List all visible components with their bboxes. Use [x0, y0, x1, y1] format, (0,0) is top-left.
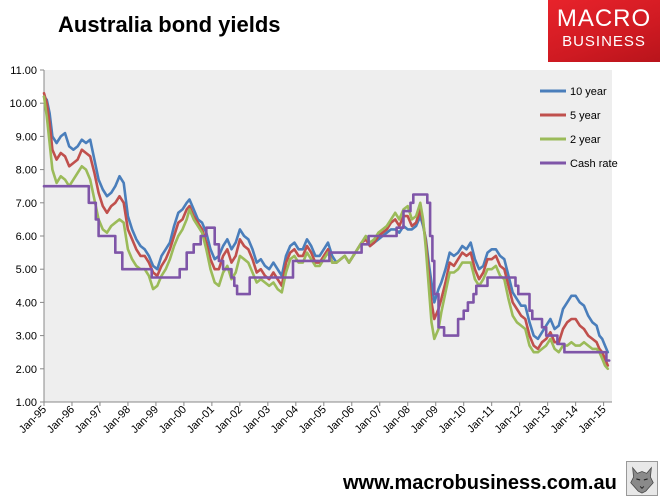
x-tick-label: Jan-07	[353, 404, 385, 436]
x-tick-label: Jan-98	[101, 404, 133, 436]
x-tick-label: Jan-06	[325, 404, 357, 436]
x-tick-label: Jan-11	[465, 404, 497, 436]
plot-area	[44, 70, 612, 402]
x-tick-label: Jan-00	[157, 404, 189, 436]
x-tick-label: Jan-08	[381, 404, 413, 436]
x-tick-label: Jan-04	[269, 404, 301, 436]
x-tick-label: Jan-96	[45, 404, 77, 436]
x-tick-label: Jan-13	[520, 404, 552, 436]
logo-line-2: BUSINESS	[562, 33, 646, 50]
chart-title: Australia bond yields	[58, 12, 281, 37]
x-tick-label: Jan-99	[129, 404, 161, 436]
y-tick-label: 7.00	[16, 198, 37, 210]
legend-label: Cash rate	[570, 158, 618, 170]
legend-label: 5 year	[570, 110, 601, 122]
x-tick-label: Jan-03	[241, 404, 273, 436]
macrobusiness-logo: MACRO BUSINESS	[548, 0, 660, 62]
y-tick-label: 8.00	[16, 165, 37, 177]
y-tick-label: 10.00	[9, 98, 37, 110]
legend-label: 2 year	[570, 134, 601, 146]
y-tick-label: 9.00	[16, 131, 37, 143]
x-tick-label: Jan-10	[437, 404, 469, 436]
series-line-10-year	[42, 95, 610, 354]
y-tick-label: 1.00	[16, 397, 37, 409]
y-tick-label: 2.00	[16, 364, 37, 376]
x-tick-label: Jan-05	[297, 404, 329, 436]
y-tick-label: 6.00	[16, 231, 37, 243]
y-tick-label: 3.00	[16, 331, 37, 343]
y-tick-label: 11.00	[10, 65, 37, 77]
footer-url: www.macrobusiness.com.au	[343, 472, 617, 494]
x-tick-label: Jan-15	[576, 404, 608, 436]
x-tick-label: Jan-14	[548, 404, 580, 436]
logo-line-1: MACRO	[556, 5, 652, 32]
x-tick-label: Jan-02	[213, 404, 245, 436]
x-tick-label: Jan-97	[73, 404, 105, 436]
x-tick-label: Jan-01	[185, 404, 217, 436]
y-tick-label: 4.00	[16, 297, 37, 309]
y-tick-label: 5.00	[16, 264, 37, 276]
x-tick-label: Jan-12	[493, 404, 525, 436]
x-tick-label: Jan-09	[409, 404, 441, 436]
series-line-cash-rate	[42, 184, 611, 362]
legend-label: 10 year	[570, 86, 607, 98]
wolf-logo-icon	[626, 461, 658, 496]
